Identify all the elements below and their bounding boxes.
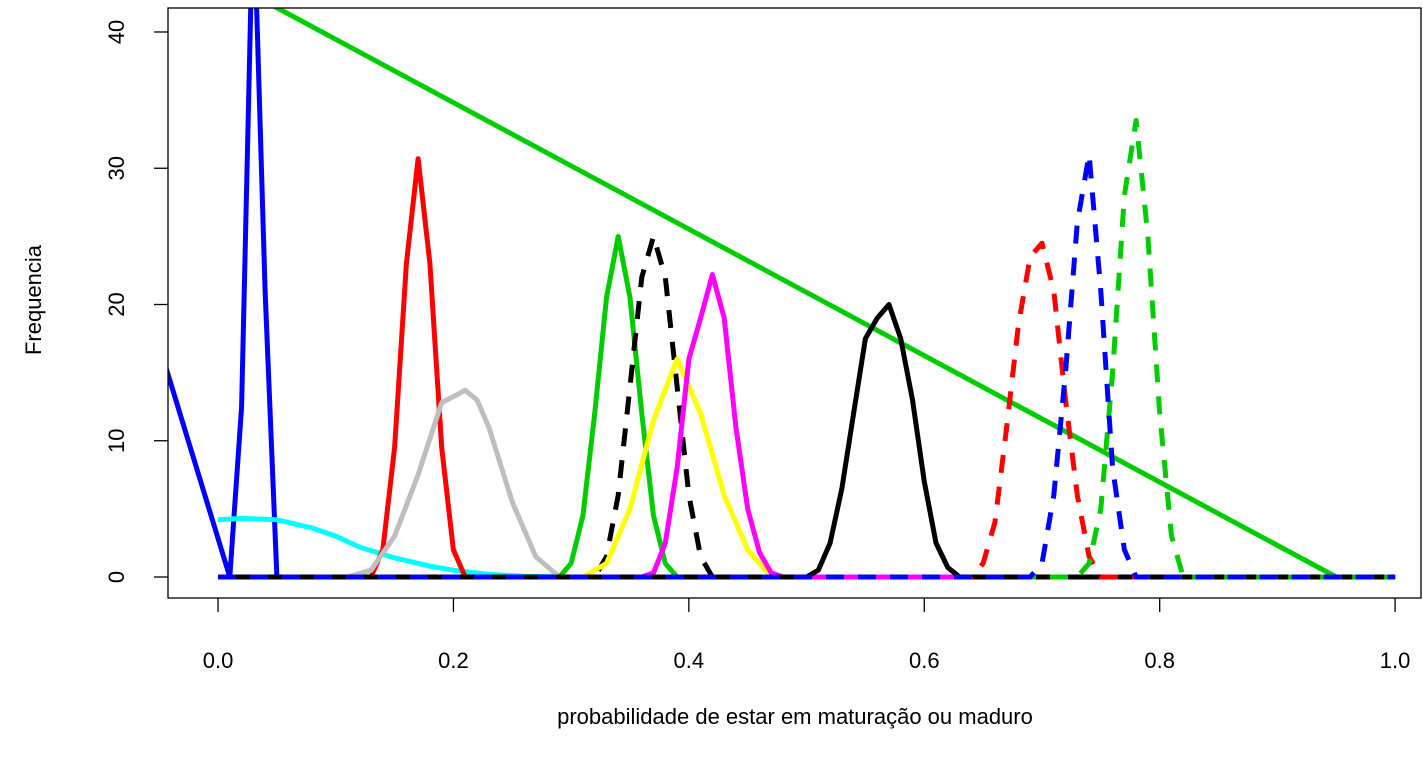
series-line [218,118,1396,580]
y-tick-label: 0 [104,571,129,583]
y-axis-label: Frequencia [21,244,46,355]
series-line [218,387,1396,580]
x-tick-label: 0.4 [674,648,705,673]
x-tick-label: 0.8 [1144,648,1175,673]
x-tick-label: 0.6 [909,648,940,673]
series-line [218,233,1396,580]
series-line [218,356,1396,580]
x-axis-label: probabilidade de estar em maturação ou m… [557,704,1033,729]
y-tick-label: 20 [104,292,129,316]
series-line [168,8,1396,580]
series-line [218,302,1396,580]
y-tick-label: 30 [104,156,129,180]
series-line [272,8,1396,580]
x-tick-label: 1.0 [1380,648,1411,673]
series-line [218,152,1396,580]
series-line [218,240,1396,580]
series-line [218,233,1396,580]
x-tick-label: 0.2 [438,648,469,673]
plot-lines [168,8,1396,580]
series-line [218,272,1396,580]
series-line [217,515,1396,580]
plot-frame [167,7,1422,599]
y-tick-label: 40 [104,20,129,44]
y-tick-label: 10 [104,429,129,453]
x-tick-label: 0.0 [203,648,234,673]
